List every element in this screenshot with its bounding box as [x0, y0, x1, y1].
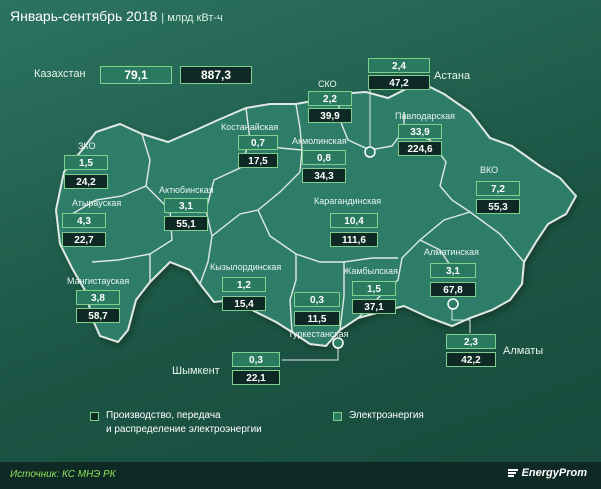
legend-production-line2: и распределение электроэнергии [106, 424, 262, 435]
kazakhstan-production: 887,3 [180, 66, 252, 84]
region-name-atyrau: Атырауская [72, 198, 122, 208]
region-name-shymkent: Шымкент [172, 365, 220, 377]
region-electricity-mangistau: 3,8 [76, 290, 120, 305]
region-electricity-kyzylorda: 1,2 [222, 277, 266, 292]
region-production-almaty-obl: 67,8 [430, 282, 476, 297]
region-name-pavlodar: Павлодарская [395, 111, 455, 121]
unit-text: | млрд кВт-ч [161, 12, 223, 24]
region-production-kostanay: 17,5 [238, 153, 278, 168]
region-name-almaty: Алматы [503, 345, 544, 357]
kazakhstan-map [54, 80, 578, 361]
region-production-turkestan: 11,5 [294, 311, 340, 326]
region-electricity-almaty-obl: 3,1 [430, 263, 476, 278]
source-text: Источник: КС МНЭ РК [10, 469, 116, 480]
region-name-zko: ЗКО [78, 141, 96, 151]
energyprom-logo: EnergyProm [507, 467, 587, 479]
region-production-astana: 47,2 [368, 75, 430, 90]
region-production-mangistau: 58,7 [76, 308, 120, 323]
region-name-akmola: Акмолинская [292, 136, 347, 146]
region-name-astana: Астана [434, 70, 471, 82]
region-production-sko: 39,9 [308, 108, 352, 123]
region-production-akmola: 34,3 [302, 168, 346, 183]
lightning-icon [507, 469, 518, 478]
legend-production: Производство, передача и распределение э… [106, 409, 262, 437]
region-electricity-karaganda: 10,4 [330, 213, 378, 228]
title-text: Январь-сентябрь 2018 [10, 8, 158, 24]
region-electricity-atyrau: 4,3 [62, 213, 106, 228]
region-name-turkestan: Туркестанская [288, 329, 349, 339]
region-electricity-vko: 7,2 [476, 181, 520, 196]
region-production-vko: 55,3 [476, 199, 520, 214]
region-name-vko: ВКО [480, 165, 499, 175]
legend-swatch-electricity [333, 412, 342, 421]
page-title: Январь-сентябрь 2018 | млрд кВт-ч [10, 8, 223, 24]
almaty-marker [447, 298, 459, 310]
region-electricity-zhambyl: 1,5 [352, 281, 396, 296]
region-electricity-aktobe: 3,1 [164, 198, 208, 213]
country-outline [54, 80, 578, 348]
region-production-zko: 24,2 [64, 174, 108, 189]
footer-bar: Источник: КС МНЭ РК EnergyProm [0, 462, 601, 489]
kazakhstan-electricity: 79,1 [100, 66, 172, 84]
legend-electricity: Электроэнергия [349, 410, 424, 421]
logo-text: EnergyProm [521, 467, 587, 479]
region-electricity-kostanay: 0,7 [238, 135, 278, 150]
legend-swatch-production [90, 412, 99, 421]
region-electricity-zko: 1,5 [64, 155, 108, 170]
region-production-zhambyl: 37,1 [352, 299, 396, 314]
region-production-shymkent: 22,1 [232, 370, 280, 385]
region-name-kyzylorda: Кызылординская [210, 262, 282, 272]
region-name-mangistau: Мангистауская [67, 276, 130, 286]
region-name-karaganda: Карагандинская [314, 196, 382, 206]
region-production-karaganda: 111,6 [330, 232, 378, 247]
region-production-kyzylorda: 15,4 [222, 296, 266, 311]
region-electricity-shymkent: 0,3 [232, 352, 280, 367]
kazakhstan-label: Казахстан [34, 68, 86, 80]
region-electricity-pavlodar: 33,9 [398, 124, 442, 139]
astana-marker [364, 146, 376, 158]
shymkent-marker [332, 337, 344, 349]
region-production-almaty: 42,2 [446, 352, 496, 367]
legend-production-line1: Производство, передача [106, 410, 221, 421]
region-electricity-akmola: 0,8 [302, 150, 346, 165]
region-production-atyrau: 22,7 [62, 232, 106, 247]
region-name-kostanay: Костанайская [221, 122, 279, 132]
region-electricity-astana: 2,4 [368, 58, 430, 73]
region-electricity-almaty: 2,3 [446, 334, 496, 349]
region-name-almaty-obl: Алматинская [424, 247, 479, 257]
region-production-aktobe: 55,1 [164, 216, 208, 231]
region-production-pavlodar: 224,6 [398, 141, 442, 156]
region-electricity-turkestan: 0,3 [294, 292, 340, 307]
region-name-zhambyl: Жамбылская [343, 266, 398, 276]
region-electricity-sko: 2,2 [308, 91, 352, 106]
region-name-sko: СКО [318, 79, 337, 89]
region-name-aktobe: Актюбинская [159, 185, 214, 195]
